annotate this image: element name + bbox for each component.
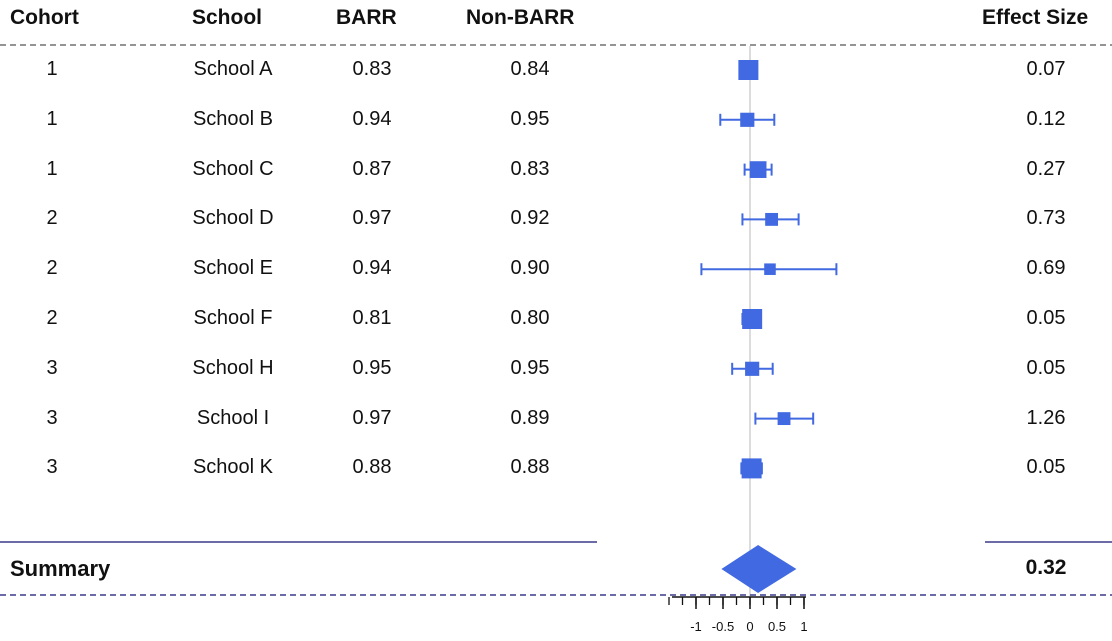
header-effect-size: Effect Size bbox=[982, 6, 1089, 29]
summary-effect-size: 0.32 bbox=[1025, 556, 1067, 579]
point-estimate bbox=[777, 412, 791, 426]
cell-school: School K bbox=[192, 456, 274, 479]
cell-barr: 0.81 bbox=[352, 307, 392, 329]
cell-effect-size: 0.05 bbox=[1026, 307, 1066, 329]
x-axis-tick-label: -0.5 bbox=[712, 619, 734, 634]
cell-cohort: 2 bbox=[46, 207, 58, 230]
header-cohort: Cohort bbox=[10, 6, 79, 29]
cell-non-barr: 0.95 bbox=[510, 356, 550, 379]
cell-barr: 0.88 bbox=[352, 456, 392, 479]
cell-school: School F bbox=[193, 307, 273, 329]
cell-barr: 0.83 bbox=[352, 58, 392, 80]
cell-cohort: 3 bbox=[46, 456, 58, 479]
cell-school: School A bbox=[193, 58, 273, 80]
cell-school: School C bbox=[192, 157, 274, 180]
cell-school: School I bbox=[196, 406, 270, 429]
header-school: School bbox=[192, 6, 263, 29]
cell-barr: 0.97 bbox=[352, 207, 392, 230]
cell-school: School H bbox=[192, 356, 274, 379]
point-estimate bbox=[749, 161, 767, 178]
point-estimate bbox=[738, 60, 759, 80]
point-estimate bbox=[740, 112, 755, 127]
cell-non-barr: 0.83 bbox=[510, 157, 550, 180]
header-barr: BARR bbox=[336, 6, 397, 29]
cell-cohort: 1 bbox=[46, 107, 58, 130]
cell-effect-size: 0.12 bbox=[1026, 107, 1066, 130]
x-axis-tick-label: -1 bbox=[690, 619, 702, 634]
summary-diamond bbox=[721, 545, 797, 593]
point-estimate bbox=[764, 263, 776, 275]
cell-non-barr: 0.90 bbox=[510, 257, 550, 280]
cell-barr: 0.94 bbox=[352, 257, 392, 280]
point-estimate bbox=[741, 458, 762, 479]
cell-effect-size: 0.73 bbox=[1026, 207, 1066, 230]
point-estimate bbox=[765, 212, 779, 226]
point-estimate bbox=[742, 309, 763, 329]
cell-non-barr: 0.95 bbox=[510, 107, 550, 130]
cell-cohort: 3 bbox=[46, 356, 58, 379]
cell-cohort: 1 bbox=[46, 157, 58, 180]
cell-effect-size: 0.27 bbox=[1026, 157, 1066, 180]
cell-barr: 0.94 bbox=[352, 107, 392, 130]
cell-non-barr: 0.92 bbox=[510, 207, 550, 230]
cell-school: School D bbox=[192, 207, 274, 230]
cell-cohort: 3 bbox=[46, 406, 58, 429]
x-axis-tick-label: 0.5 bbox=[768, 619, 786, 634]
cell-non-barr: 0.84 bbox=[510, 58, 550, 80]
cell-effect-size: 0.07 bbox=[1026, 58, 1066, 80]
cell-effect-size: 0.05 bbox=[1026, 356, 1066, 379]
cell-non-barr: 0.89 bbox=[510, 406, 550, 429]
cell-non-barr: 0.88 bbox=[510, 456, 550, 479]
x-axis-tick-label: 1 bbox=[800, 619, 807, 634]
cell-cohort: 2 bbox=[46, 307, 58, 329]
cell-effect-size: 0.05 bbox=[1026, 456, 1066, 479]
cell-barr: 0.87 bbox=[352, 157, 392, 180]
header-non-barr: Non-BARR bbox=[466, 6, 575, 29]
cell-cohort: 2 bbox=[46, 257, 58, 280]
cell-cohort: 1 bbox=[46, 58, 58, 80]
cell-school: School B bbox=[192, 107, 274, 130]
cell-non-barr: 0.80 bbox=[510, 307, 550, 329]
x-axis-tick-label: 0 bbox=[746, 619, 753, 634]
cell-barr: 0.97 bbox=[352, 406, 392, 429]
cell-effect-size: 0.69 bbox=[1026, 257, 1066, 280]
summary-label: Summary bbox=[10, 556, 111, 581]
cell-effect-size: 1.26 bbox=[1026, 406, 1066, 429]
cell-school: School E bbox=[192, 257, 274, 280]
cell-barr: 0.95 bbox=[352, 356, 392, 379]
point-estimate bbox=[745, 361, 760, 376]
